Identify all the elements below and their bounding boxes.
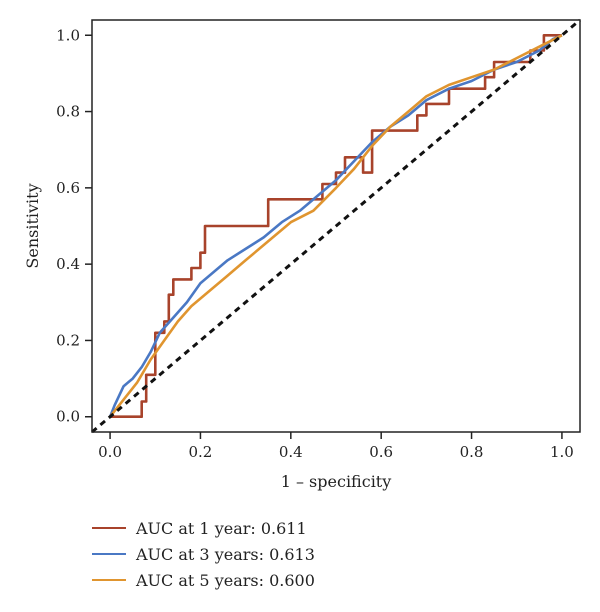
y-tick-label: 0.6 (56, 179, 80, 197)
legend-swatch-3-years (92, 553, 126, 555)
legend-item-3-years: AUC at 3 years: 0.613 (92, 541, 315, 567)
x-axis-title: 1 – specificity (281, 472, 392, 491)
y-axis-title: Sensitivity (23, 183, 42, 268)
legend-swatch-1-year (92, 527, 126, 529)
y-tick-label: 0.2 (56, 331, 80, 349)
x-tick-label: 0.6 (369, 443, 393, 461)
legend-item-1-year: AUC at 1 year: 0.611 (92, 515, 315, 541)
series-line-5-years (109, 34, 563, 418)
x-tick-label: 0.2 (189, 443, 213, 461)
y-tick-label: 0.4 (56, 255, 80, 273)
legend-label-3-years: AUC at 3 years: 0.613 (136, 544, 315, 564)
legend-label-5-years: AUC at 5 years: 0.600 (136, 570, 315, 590)
x-tick-label: 0.0 (98, 443, 122, 461)
reference-diagonal (91, 18, 581, 434)
x-tick-label: 0.8 (460, 443, 484, 461)
y-axis: 0.0 0.2 0.4 0.6 0.8 1.0 (56, 26, 92, 426)
legend-swatch-5-years (92, 579, 126, 581)
x-axis: 0.0 0.2 0.4 0.6 0.8 1.0 (98, 432, 574, 461)
x-tick-label: 0.4 (279, 443, 303, 461)
legend-label-1-year: AUC at 1 year: 0.611 (136, 518, 307, 538)
plot-frame (91, 19, 581, 433)
legend-item-5-years: AUC at 5 years: 0.600 (92, 567, 315, 593)
y-tick-label: 0.8 (56, 103, 80, 121)
legend: AUC at 1 year: 0.611 AUC at 3 years: 0.6… (92, 515, 315, 593)
series-layer (108, 33, 563, 419)
y-tick-label: 1.0 (56, 26, 80, 44)
roc-chart: 0.0 0.2 0.4 0.6 0.8 1.0 0.0 0.2 0.4 0.6 0.8 1.0 1 … (23, 18, 581, 491)
x-tick-label: 1.0 (550, 443, 574, 461)
series-line-3-years (108, 34, 563, 418)
series-line-1-year (110, 33, 562, 419)
y-tick-label: 0.0 (56, 408, 80, 426)
